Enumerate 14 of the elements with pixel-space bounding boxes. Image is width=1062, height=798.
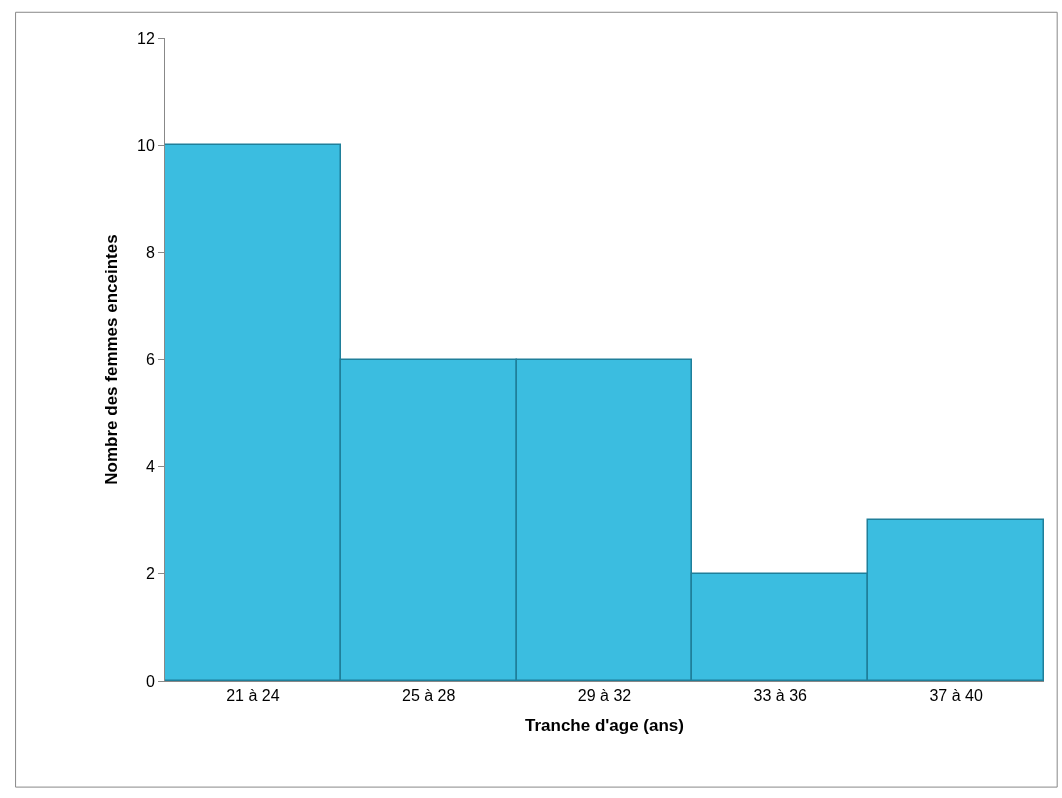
x-tick-label: 21 à 24	[226, 687, 280, 705]
x-axis-title: Tranche d'age (ans)	[525, 715, 684, 735]
x-tick-label: 25 à 28	[402, 687, 456, 705]
y-tick-label: 4	[145, 458, 155, 476]
x-tick-label: 37 à 40	[929, 687, 983, 705]
y-tick-label: 8	[145, 243, 155, 261]
y-tick-label: 6	[145, 351, 155, 369]
y-tick-label: 0	[145, 672, 155, 690]
x-tick-label: 33 à 36	[753, 687, 808, 705]
y-axis-title: Nombre des femmes enceintes	[101, 234, 121, 485]
y-tick-label: 10	[137, 136, 155, 154]
x-tick-label: 29 à 32	[577, 687, 632, 705]
y-tick-label: 2	[145, 565, 155, 583]
y-tick-label: 12	[137, 29, 155, 47]
